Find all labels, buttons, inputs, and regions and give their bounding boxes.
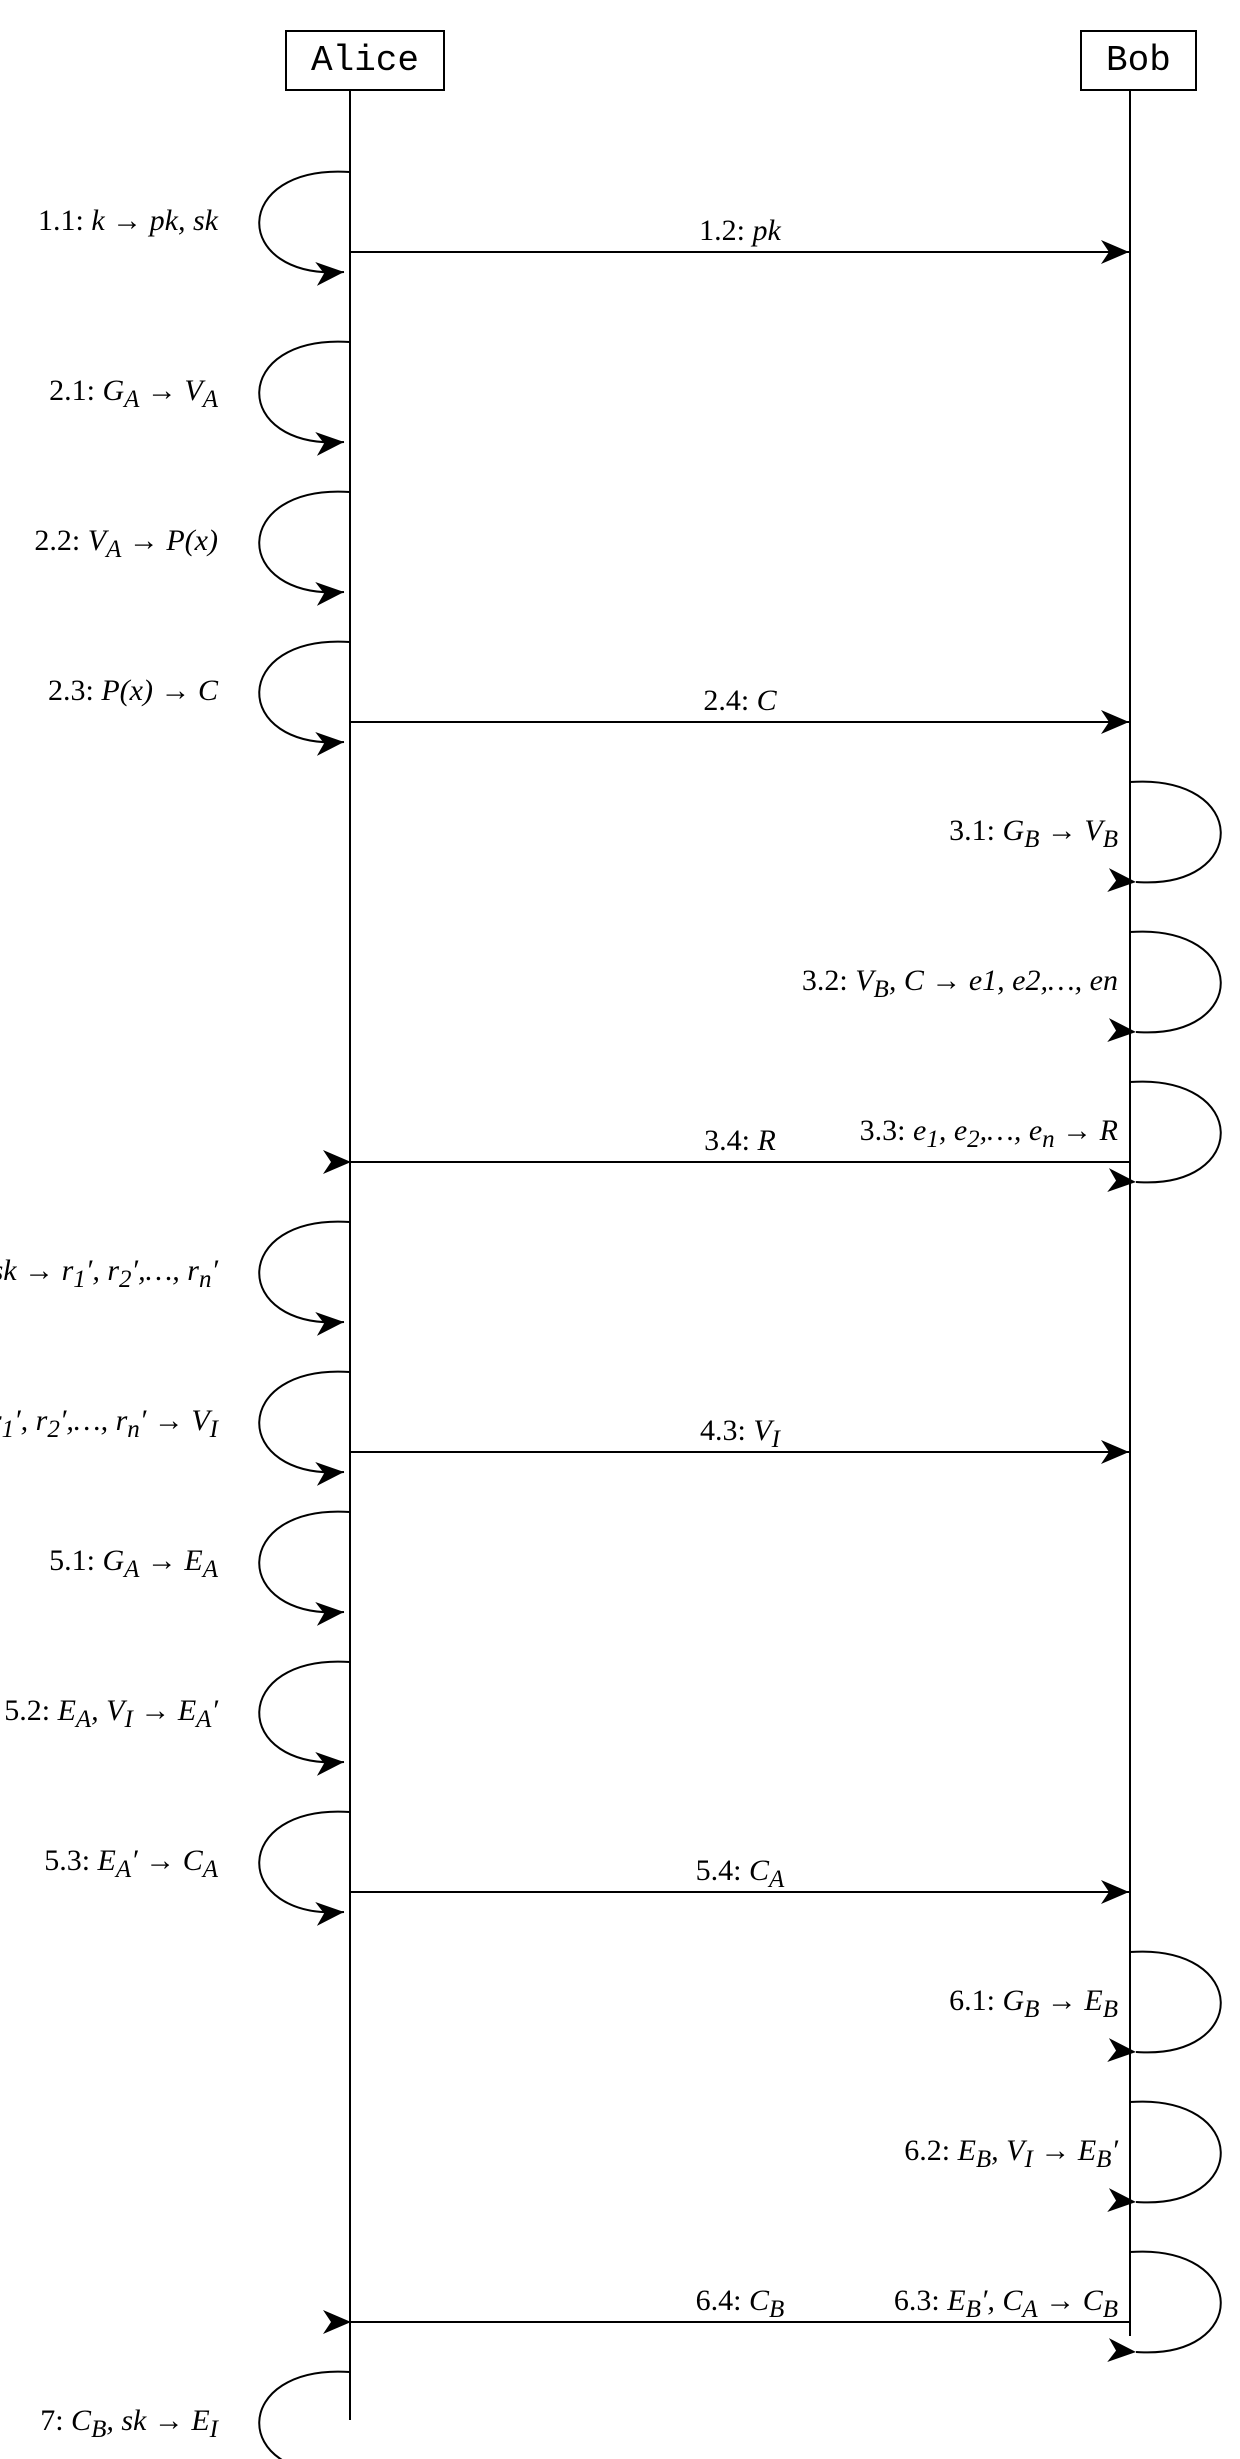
step-s3_2: 3.2: VB, C → e1, e2,…, en bbox=[802, 964, 1118, 1004]
arrows-layer bbox=[0, 0, 1240, 2459]
step-s5_4: 5.4: CA bbox=[540, 1854, 940, 1894]
sequence-diagram: Alice Bob 1.1: k → pk, sk1.2: pk2.1: GA … bbox=[0, 0, 1240, 2459]
step-s1_2: 1.2: pk bbox=[540, 214, 940, 248]
step-s2_1: 2.1: GA → VA bbox=[49, 374, 218, 414]
step-s4_1: 4.1: R, sk → r1′, r2′,…, rn′ bbox=[0, 1254, 218, 1294]
step-s5_2: 5.2: EA, VI → EA′ bbox=[4, 1694, 218, 1734]
step-s2_2: 2.2: VA → P(x) bbox=[34, 524, 218, 564]
step-s4_2: 4.2: VA, r1′, r2′,…, rn′ → VI bbox=[0, 1404, 218, 1444]
step-s3_1: 3.1: GB → VB bbox=[949, 814, 1118, 854]
step-s6_1: 6.1: GB → EB bbox=[949, 1984, 1118, 2024]
step-s4_3: 4.3: VI bbox=[540, 1414, 940, 1454]
step-s1_1: 1.1: k → pk, sk bbox=[38, 204, 218, 238]
step-s6_2: 6.2: EB, VI → EB′ bbox=[904, 2134, 1118, 2174]
step-s7: 7: CB, sk → EI bbox=[40, 2404, 218, 2444]
step-s3_4: 3.4: R bbox=[540, 1124, 940, 1158]
step-s2_4: 2.4: C bbox=[540, 684, 940, 718]
step-s6_4: 6.4: CB bbox=[540, 2284, 940, 2324]
step-s5_1: 5.1: GA → EA bbox=[49, 1544, 218, 1584]
step-s5_3: 5.3: EA′ → CA bbox=[44, 1844, 218, 1884]
step-s2_3: 2.3: P(x) → C bbox=[48, 674, 218, 708]
